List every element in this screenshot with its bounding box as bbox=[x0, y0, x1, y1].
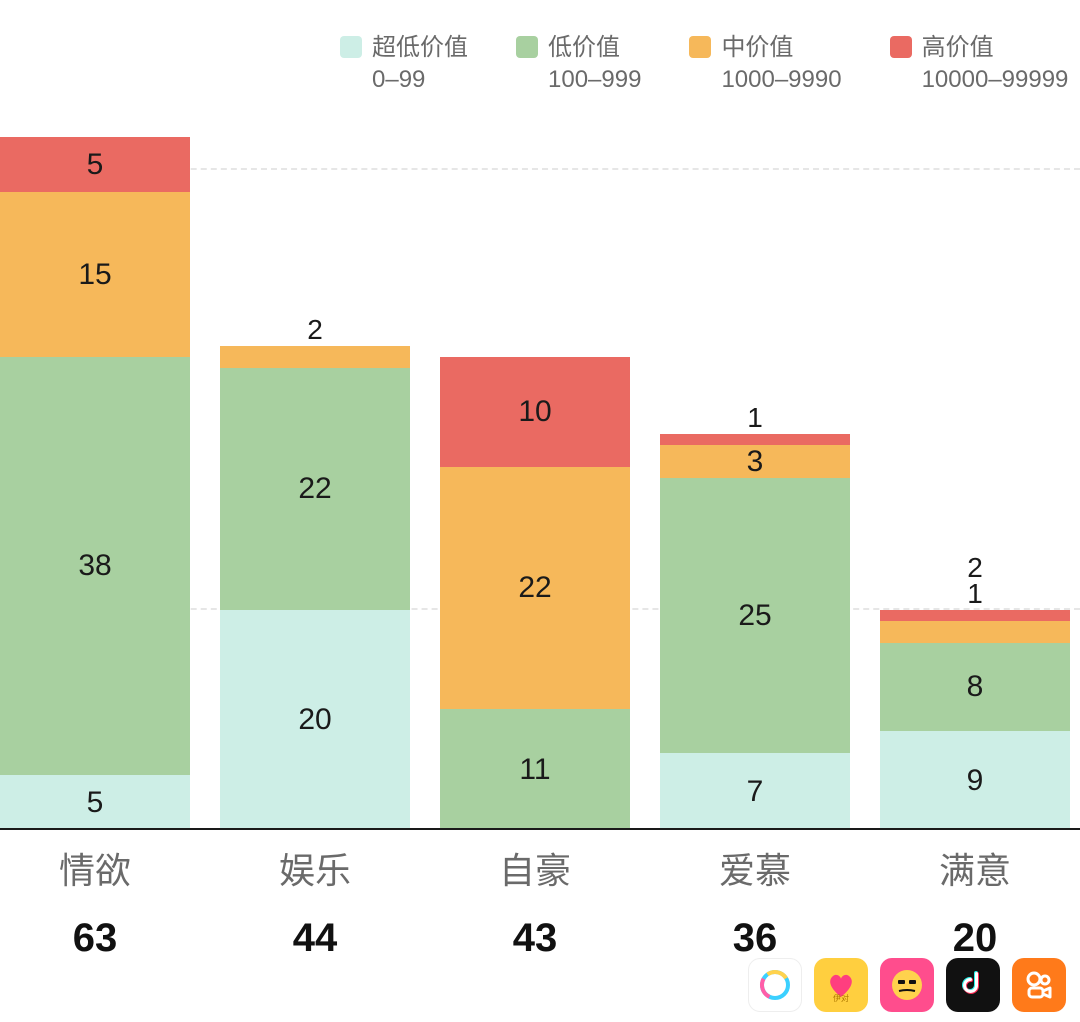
bar-value: 22 bbox=[518, 571, 551, 605]
bar-value: 11 bbox=[519, 753, 550, 787]
bar-value: 8 bbox=[967, 670, 984, 704]
bar-segment: 38 bbox=[0, 357, 190, 775]
category-label: 情欲 bbox=[0, 842, 190, 894]
bar-segment: 25 bbox=[660, 478, 850, 753]
x-axis-column: 自豪 43 bbox=[440, 842, 630, 961]
chart-area: 53815520222112210725319812 bbox=[0, 60, 1080, 830]
bar-value: 22 bbox=[298, 472, 331, 506]
bar: 11 22 10 bbox=[440, 357, 630, 830]
bar-value: 7 bbox=[747, 775, 764, 809]
bar: 20222 bbox=[220, 346, 410, 830]
bar-value: 1 bbox=[660, 402, 850, 434]
bar-segment: 15 bbox=[0, 192, 190, 357]
bar-value: 10 bbox=[518, 395, 551, 429]
bar-segment: 5 bbox=[0, 137, 190, 192]
bar: 7 25 31 bbox=[660, 434, 850, 830]
bar-segment: 20 bbox=[220, 610, 410, 830]
bar-value: 2 bbox=[220, 314, 410, 346]
legend-swatch-high bbox=[890, 36, 912, 58]
category-total: 36 bbox=[660, 916, 850, 961]
x-axis-column: 爱慕 36 bbox=[660, 842, 850, 961]
bar-value: 15 bbox=[78, 258, 111, 292]
bar-value: 5 bbox=[87, 786, 104, 820]
bar-segment: 7 bbox=[660, 753, 850, 830]
bar-segment: 22 bbox=[440, 467, 630, 709]
svg-text:伊对: 伊对 bbox=[833, 993, 849, 1003]
bar-value: 9 bbox=[967, 764, 984, 798]
bars-container: 53815520222112210725319812 bbox=[0, 60, 1080, 830]
bar-segment: 5 bbox=[0, 775, 190, 830]
bar-segment: 22 bbox=[220, 368, 410, 610]
category-label: 满意 bbox=[880, 842, 1070, 894]
bar-segment: 11 bbox=[440, 709, 630, 830]
x-axis-column: 满意 20 bbox=[880, 842, 1070, 961]
category-label: 自豪 bbox=[440, 842, 630, 894]
category-total: 63 bbox=[0, 916, 190, 961]
app-icon-yidui: 伊对 bbox=[814, 958, 868, 1012]
bar-value: 25 bbox=[738, 599, 771, 633]
category-label: 娱乐 bbox=[220, 842, 410, 894]
bar-segment: 1 bbox=[660, 434, 850, 445]
category-label: 爱慕 bbox=[660, 842, 850, 894]
bar-value: 2 bbox=[880, 552, 1070, 584]
bar-value: 3 bbox=[747, 445, 764, 479]
category-total: 43 bbox=[440, 916, 630, 961]
bar-value: 38 bbox=[78, 549, 111, 583]
bar-segment: 9 bbox=[880, 731, 1070, 830]
bar: 9 8 12 bbox=[880, 610, 1070, 830]
x-axis-column: 情欲 63 bbox=[0, 842, 190, 961]
bar-value: 5 bbox=[87, 148, 104, 182]
x-axis-column: 娱乐 44 bbox=[220, 842, 410, 961]
bar-segment: 10 bbox=[440, 357, 630, 467]
bar-segment: 12 bbox=[880, 610, 1070, 621]
app-icon-face bbox=[880, 958, 934, 1012]
bar-value: 20 bbox=[298, 703, 331, 737]
app-icon-kuaishou bbox=[1012, 958, 1066, 1012]
app-icon-douyin bbox=[946, 958, 1000, 1012]
category-total: 44 bbox=[220, 916, 410, 961]
category-total: 20 bbox=[880, 916, 1070, 961]
bar-segment: 8 bbox=[880, 643, 1070, 731]
legend-swatch-low bbox=[516, 36, 538, 58]
x-axis-line bbox=[0, 828, 1080, 830]
bar-segment bbox=[880, 621, 1070, 643]
legend-swatch-ultra-low bbox=[340, 36, 362, 58]
legend-swatch-mid bbox=[689, 36, 711, 58]
bar-segment: 3 bbox=[660, 445, 850, 478]
bar: 5 38 15 5 bbox=[0, 137, 190, 830]
bar-segment: 2 bbox=[220, 346, 410, 368]
app-icon-soul bbox=[748, 958, 802, 1012]
app-icons-row: 伊对 bbox=[748, 958, 1066, 1012]
